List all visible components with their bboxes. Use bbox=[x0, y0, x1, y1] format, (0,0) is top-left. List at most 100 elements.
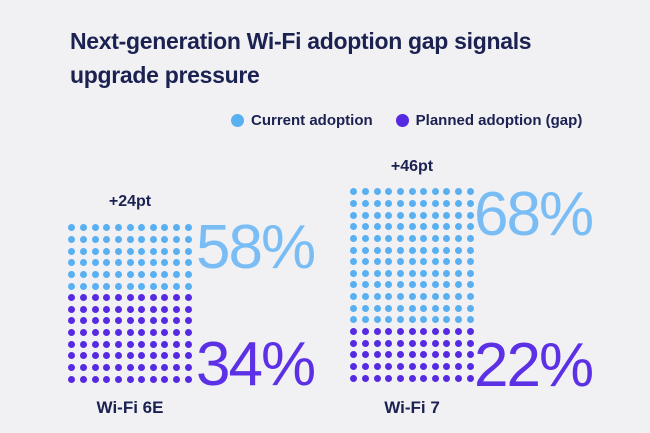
current-adoption-dot bbox=[149, 259, 157, 267]
planned-adoption-dot bbox=[126, 305, 134, 313]
current-adoption-dot bbox=[408, 316, 416, 324]
current-adoption-dot bbox=[431, 316, 439, 324]
current-adoption-dot bbox=[350, 316, 358, 324]
current-adoption-dot bbox=[161, 282, 169, 290]
current-adoption-dot bbox=[126, 235, 134, 243]
current-adoption-dot bbox=[455, 258, 463, 266]
planned-adoption-dot bbox=[79, 340, 87, 348]
planned-adoption-dot bbox=[385, 374, 393, 382]
planned-adoption-dot bbox=[408, 351, 416, 359]
current-adoption-dot bbox=[455, 293, 463, 301]
current-adoption-dot bbox=[373, 211, 381, 219]
current-adoption-dot bbox=[408, 246, 416, 254]
current-adoption-dot bbox=[443, 269, 451, 277]
current-adoption-dot bbox=[68, 259, 76, 267]
current-adoption-dot bbox=[420, 293, 428, 301]
legend: Current adoption Planned adoption (gap) bbox=[231, 112, 582, 129]
current-adoption-dot bbox=[385, 199, 393, 207]
current-adoption-dot bbox=[420, 211, 428, 219]
dot-matrix-wifi6e bbox=[66, 222, 194, 385]
planned-adoption-dot bbox=[79, 329, 87, 337]
current-adoption-dot bbox=[455, 304, 463, 312]
current-adoption-dot bbox=[373, 246, 381, 254]
current-adoption-dot bbox=[350, 281, 358, 289]
current-adoption-dot bbox=[350, 188, 358, 196]
planned-adoption-dot bbox=[114, 329, 122, 337]
planned-adoption-dot bbox=[455, 328, 463, 335]
planned-adoption-dot bbox=[431, 362, 439, 370]
current-adoption-dot bbox=[431, 304, 439, 312]
current-adoption-dot bbox=[350, 223, 358, 231]
planned-adoption-dot bbox=[420, 328, 428, 335]
current-adoption-dot bbox=[350, 211, 358, 219]
planned-adoption-dot bbox=[161, 364, 169, 371]
planned-adoption-dot bbox=[126, 294, 134, 302]
current-adoption-dot bbox=[114, 247, 122, 255]
current-adoption-dot bbox=[114, 282, 122, 290]
planned-adoption-dot bbox=[114, 375, 122, 383]
current-adoption-dot bbox=[373, 199, 381, 207]
current-adoption-dot bbox=[103, 235, 111, 243]
planned-adoption-dot bbox=[420, 339, 428, 347]
current-adoption-dot bbox=[443, 199, 451, 207]
planned-adoption-dot bbox=[184, 352, 192, 360]
planned-adoption-dot bbox=[443, 362, 451, 370]
title-line-2: upgrade pressure bbox=[70, 62, 260, 88]
planned-adoption-dot bbox=[149, 305, 157, 313]
current-adoption-dot bbox=[103, 270, 111, 278]
planned-adoption-dot bbox=[396, 362, 404, 370]
current-adoption-dot bbox=[350, 199, 358, 207]
current-adoption-dot bbox=[361, 269, 369, 277]
current-adoption-dot bbox=[149, 224, 157, 232]
current-adoption-dot bbox=[68, 224, 76, 232]
planned-adoption-dot bbox=[149, 352, 157, 360]
current-adoption-dot bbox=[385, 293, 393, 301]
planned-adoption-dot bbox=[373, 351, 381, 359]
planned-adoption-dot bbox=[396, 328, 404, 335]
current-adoption-dot bbox=[396, 211, 404, 219]
planned-adoption-dot bbox=[420, 362, 428, 370]
current-adoption-dot bbox=[408, 258, 416, 266]
current-adoption-dot bbox=[79, 224, 87, 232]
current-adoption-dot bbox=[184, 282, 192, 290]
planned-adoption-dot bbox=[114, 352, 122, 360]
planned-adoption-dot bbox=[466, 328, 474, 335]
planned-adoption-dot bbox=[103, 305, 111, 313]
planned-adoption-dot bbox=[184, 317, 192, 325]
planned-adoption-dot bbox=[385, 362, 393, 370]
current-adoption-dot bbox=[466, 281, 474, 289]
legend-item-current: Current adoption bbox=[231, 112, 373, 129]
planned-adoption-dot bbox=[68, 340, 76, 348]
current-adoption-dot bbox=[420, 188, 428, 196]
current-adoption-dot bbox=[396, 246, 404, 254]
current-adoption-dot bbox=[126, 270, 134, 278]
planned-adoption-dot bbox=[161, 317, 169, 325]
current-adoption-dot bbox=[455, 316, 463, 324]
planned-adoption-dot bbox=[373, 328, 381, 335]
planned-adoption-dot bbox=[361, 362, 369, 370]
current-adoption-dot bbox=[408, 234, 416, 242]
planned-adoption-value-wifi7: 22% bbox=[474, 331, 594, 400]
current-adoption-dot bbox=[396, 293, 404, 301]
planned-adoption-dot bbox=[149, 294, 157, 302]
page-title: Next-generation Wi-Fi adoption gap signa… bbox=[70, 24, 532, 92]
legend-label-current: Current adoption bbox=[251, 112, 373, 129]
current-adoption-dot bbox=[420, 246, 428, 254]
current-adoption-dot bbox=[173, 270, 181, 278]
current-adoption-dot bbox=[466, 258, 474, 266]
current-adoption-dot bbox=[466, 188, 474, 196]
current-adoption-dot bbox=[184, 270, 192, 278]
current-adoption-dot bbox=[373, 188, 381, 196]
current-adoption-dot bbox=[431, 246, 439, 254]
current-adoption-dot bbox=[103, 259, 111, 267]
planned-adoption-dot bbox=[138, 352, 146, 360]
current-adoption-dot bbox=[149, 235, 157, 243]
current-adoption-value-wifi6e: 58% bbox=[196, 213, 316, 282]
current-adoption-dot bbox=[161, 270, 169, 278]
planned-adoption-dot bbox=[373, 362, 381, 370]
current-adoption-dot bbox=[455, 199, 463, 207]
current-adoption-dot bbox=[173, 282, 181, 290]
planned-adoption-dot bbox=[91, 305, 99, 313]
current-adoption-dot bbox=[350, 234, 358, 242]
current-adoption-dot bbox=[114, 224, 122, 232]
